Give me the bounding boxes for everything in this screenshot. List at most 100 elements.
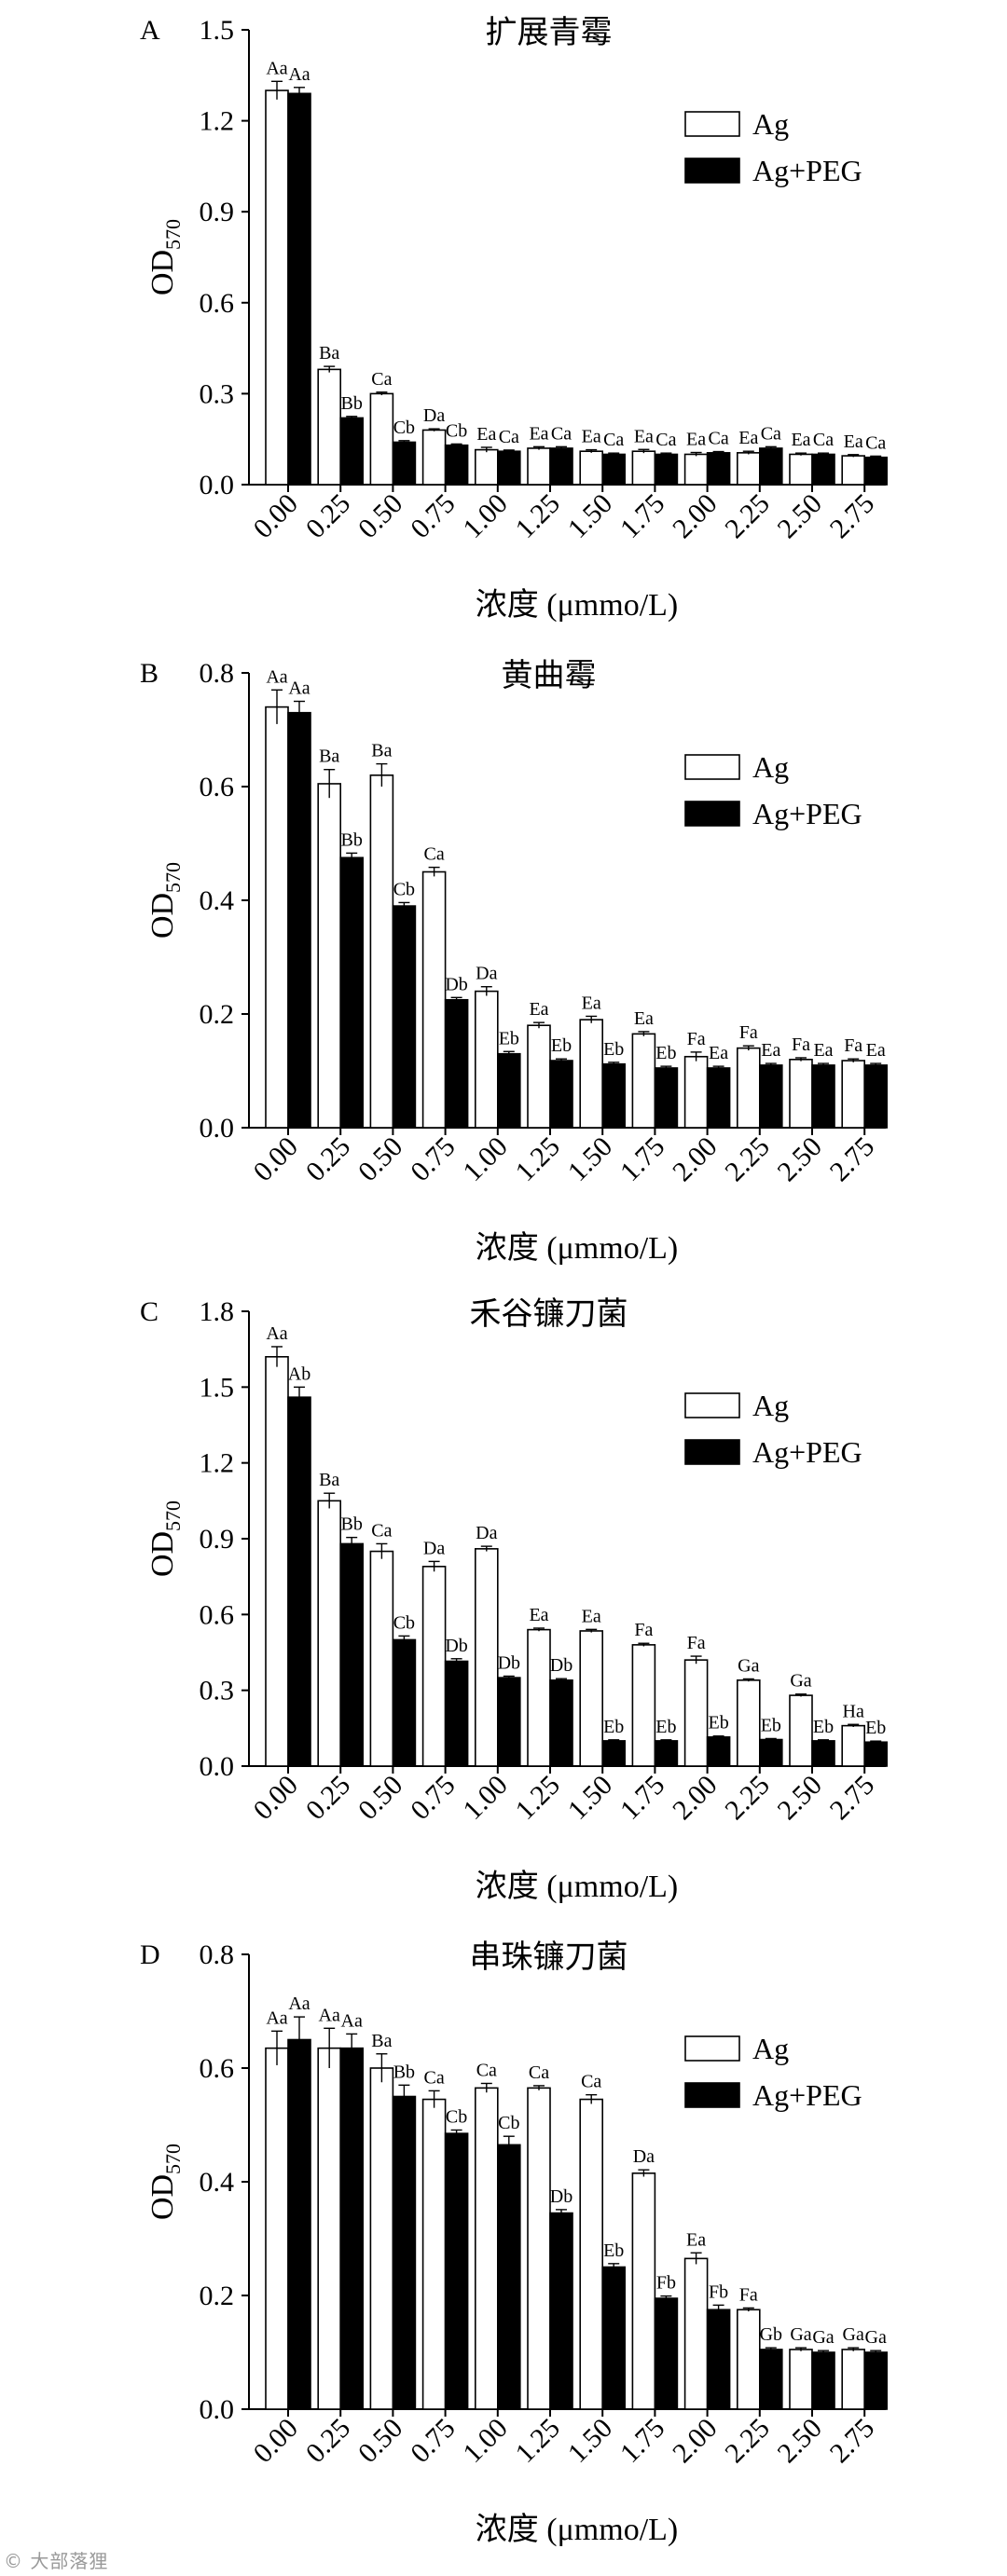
bar xyxy=(549,2212,573,2410)
bar xyxy=(863,2351,889,2410)
bar xyxy=(811,2351,835,2410)
significance-label: Ea xyxy=(634,1008,654,1029)
bar xyxy=(392,441,417,486)
bar xyxy=(758,1738,783,1767)
significance-label: Da xyxy=(633,2146,655,2167)
y-axis-label: OD570 xyxy=(145,1500,185,1577)
significance-label: Ea xyxy=(866,1040,886,1061)
y-axis-label: OD570 xyxy=(145,2144,185,2220)
significance-label: Fb xyxy=(656,2273,676,2294)
x-tick-label: 1.00 xyxy=(457,1131,513,1187)
x-tick-label: 0.75 xyxy=(405,488,461,544)
significance-label: Ca xyxy=(813,430,834,450)
x-tick-label: 1.50 xyxy=(562,488,618,544)
y-tick-label: 0.0 xyxy=(200,2394,235,2425)
y-tick-label: 0.6 xyxy=(200,2053,235,2084)
significance-label: Cb xyxy=(393,1612,415,1633)
bar xyxy=(811,1064,835,1129)
y-axis-label: OD570 xyxy=(145,219,185,295)
x-tick-label: 0.50 xyxy=(352,1131,408,1187)
legend-label: Ag+PEG xyxy=(752,154,862,187)
y-tick-label: 1.5 xyxy=(200,15,235,46)
bar xyxy=(421,870,447,1129)
y-tick-label: 0.4 xyxy=(200,2167,235,2198)
y-tick-label: 1.5 xyxy=(200,1372,235,1403)
significance-label: Ba xyxy=(319,343,339,363)
bar xyxy=(706,1736,731,1767)
y-tick-label: 0.3 xyxy=(200,1676,235,1706)
significance-label: Da xyxy=(423,1538,445,1558)
significance-label: Ea xyxy=(582,1606,601,1626)
bar xyxy=(287,92,311,486)
bar xyxy=(317,368,342,486)
significance-label: Ca xyxy=(371,1520,392,1541)
x-tick-label: 2.75 xyxy=(824,2413,880,2469)
bar xyxy=(474,990,499,1129)
bar xyxy=(527,447,551,486)
significance-label: Aa xyxy=(266,58,287,78)
bar xyxy=(789,453,813,486)
chart-title: 黄曲霉 xyxy=(502,658,597,693)
bar xyxy=(496,1677,521,1767)
significance-label: Eb xyxy=(603,1039,624,1060)
significance-label: Aa xyxy=(319,2005,340,2025)
significance-label: Ga xyxy=(812,2327,834,2348)
significance-label: Fa xyxy=(739,1022,758,1043)
bar xyxy=(683,2257,709,2410)
bar xyxy=(339,2047,365,2410)
bar xyxy=(683,1659,709,1767)
bar xyxy=(736,2309,761,2410)
y-tick-label: 0.8 xyxy=(200,1939,235,1970)
bar xyxy=(549,1060,573,1129)
legend-swatch xyxy=(684,754,740,780)
panel-letter: B xyxy=(140,658,159,689)
legend-label: Ag+PEG xyxy=(752,797,862,830)
y-tick-label: 1.2 xyxy=(200,106,235,137)
bar xyxy=(631,1033,656,1129)
x-tick-label: 1.25 xyxy=(509,1131,565,1187)
x-tick-label: 2.75 xyxy=(824,488,880,544)
significance-label: Eb xyxy=(813,1717,834,1737)
legend-swatch xyxy=(684,2082,740,2108)
bar xyxy=(706,2309,731,2410)
panel-letter: C xyxy=(140,1296,159,1327)
x-tick-label: 1.75 xyxy=(614,1131,670,1187)
x-tick-label: 2.25 xyxy=(719,488,775,544)
x-tick-label: 0.75 xyxy=(405,1131,461,1187)
significance-label: Fa xyxy=(634,1620,653,1640)
significance-label: Ea xyxy=(634,426,654,446)
x-tick-label: 1.00 xyxy=(457,1770,513,1826)
x-tick-label: 0.25 xyxy=(300,2413,356,2469)
bar xyxy=(758,1064,783,1129)
significance-label: Ba xyxy=(371,741,392,761)
significance-label: Ca xyxy=(603,430,624,450)
legend-swatch xyxy=(684,801,740,827)
bar xyxy=(287,2038,311,2410)
x-tick-label: 1.00 xyxy=(457,2413,513,2469)
significance-label: Ea xyxy=(476,424,496,445)
bar xyxy=(789,1059,813,1129)
significance-label: Ga xyxy=(738,1655,759,1676)
bar xyxy=(474,1548,499,1767)
significance-label: Db xyxy=(550,2186,572,2207)
y-tick-label: 0.6 xyxy=(200,1599,235,1630)
x-tick-label: 1.50 xyxy=(562,1770,618,1826)
bar xyxy=(601,2266,627,2410)
y-tick-label: 0.9 xyxy=(200,197,235,227)
bar xyxy=(841,1060,866,1129)
bar xyxy=(601,453,627,486)
bar xyxy=(474,2087,499,2410)
significance-label: Eb xyxy=(603,1717,624,1737)
x-tick-label: 0.00 xyxy=(247,1131,303,1187)
bar xyxy=(421,1566,447,1767)
x-tick-label: 1.75 xyxy=(614,2413,670,2469)
legend-swatch xyxy=(684,158,740,184)
legend-label: Ag xyxy=(752,2032,789,2065)
significance-label: Ea xyxy=(582,993,601,1013)
x-tick-label: 0.00 xyxy=(247,488,303,544)
bar xyxy=(654,2297,679,2410)
bar xyxy=(444,444,469,486)
significance-label: Ha xyxy=(843,1701,864,1721)
significance-label: Ca xyxy=(423,2067,444,2088)
significance-label: Ba xyxy=(319,1470,339,1490)
